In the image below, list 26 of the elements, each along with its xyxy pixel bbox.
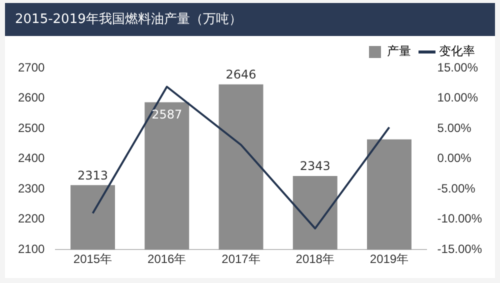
y-tick-label: 2300 [18, 181, 46, 196]
x-tick-label: 2017年 [222, 252, 260, 266]
data-label: 2646 [226, 67, 256, 82]
x-tick-label: 2018年 [296, 252, 334, 266]
y-tick-label: 2200 [18, 212, 46, 226]
y2-tick-label: -5.00% [437, 181, 476, 196]
y2-tick-label: 10.00% [437, 90, 478, 105]
y-tick-label: 2600 [18, 90, 46, 105]
legend-label: 产量 [387, 44, 411, 58]
y2-tick-label: 0.00% [437, 151, 472, 166]
y2-tick-label: -15.00% [437, 242, 482, 256]
y-tick-label: 2500 [18, 120, 46, 135]
y-tick-label: 2100 [18, 242, 46, 256]
data-label: 2587 [152, 107, 182, 122]
x-tick-label: 2016年 [148, 252, 186, 266]
x-tick-label: 2015年 [73, 252, 112, 266]
chart-title: 2015-2019年我国燃料油产量（万吨） [5, 3, 495, 36]
y2-tick-label: -10.00% [437, 212, 482, 226]
y2-tick-label: 15.00% [437, 60, 478, 74]
y-tick-label: 2400 [18, 151, 46, 166]
data-label: 2343 [300, 159, 330, 174]
y-tick-label: 2700 [18, 60, 46, 74]
x-tick-label: 2019年 [370, 252, 409, 266]
data-label: 2313 [77, 168, 108, 182]
y2-tick-label: 5.00% [437, 120, 472, 135]
legend-label: 变化率 [439, 44, 475, 58]
